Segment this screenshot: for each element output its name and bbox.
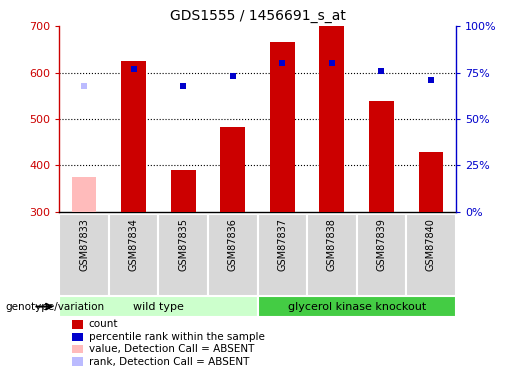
Text: GSM87840: GSM87840: [426, 218, 436, 271]
Bar: [307, 214, 356, 296]
Bar: [59, 296, 258, 317]
Text: GSM87834: GSM87834: [129, 218, 139, 271]
Bar: [258, 296, 456, 317]
Text: GSM87838: GSM87838: [327, 218, 337, 271]
Bar: [406, 214, 456, 296]
Text: value, Detection Call = ABSENT: value, Detection Call = ABSENT: [89, 344, 254, 354]
Text: percentile rank within the sample: percentile rank within the sample: [89, 332, 265, 342]
Bar: [171, 170, 196, 212]
Bar: [121, 61, 146, 212]
Text: wild type: wild type: [133, 302, 184, 312]
Text: GSM87833: GSM87833: [79, 218, 89, 271]
Bar: [59, 214, 109, 296]
Bar: [159, 214, 208, 296]
Text: GSM87839: GSM87839: [376, 218, 386, 271]
Bar: [109, 214, 159, 296]
Bar: [319, 26, 344, 212]
Bar: [258, 214, 307, 296]
Text: count: count: [89, 320, 118, 329]
Text: rank, Detection Call = ABSENT: rank, Detection Call = ABSENT: [89, 357, 249, 366]
Bar: [72, 177, 96, 212]
Text: GSM87837: GSM87837: [277, 218, 287, 271]
Bar: [270, 42, 295, 212]
Bar: [369, 100, 394, 212]
Text: glycerol kinase knockout: glycerol kinase knockout: [287, 302, 426, 312]
Text: GDS1555 / 1456691_s_at: GDS1555 / 1456691_s_at: [169, 9, 346, 23]
Bar: [356, 214, 406, 296]
Text: genotype/variation: genotype/variation: [5, 302, 104, 312]
Bar: [220, 128, 245, 212]
Bar: [419, 153, 443, 212]
Text: GSM87836: GSM87836: [228, 218, 238, 271]
Bar: [208, 214, 258, 296]
Text: GSM87835: GSM87835: [178, 218, 188, 271]
